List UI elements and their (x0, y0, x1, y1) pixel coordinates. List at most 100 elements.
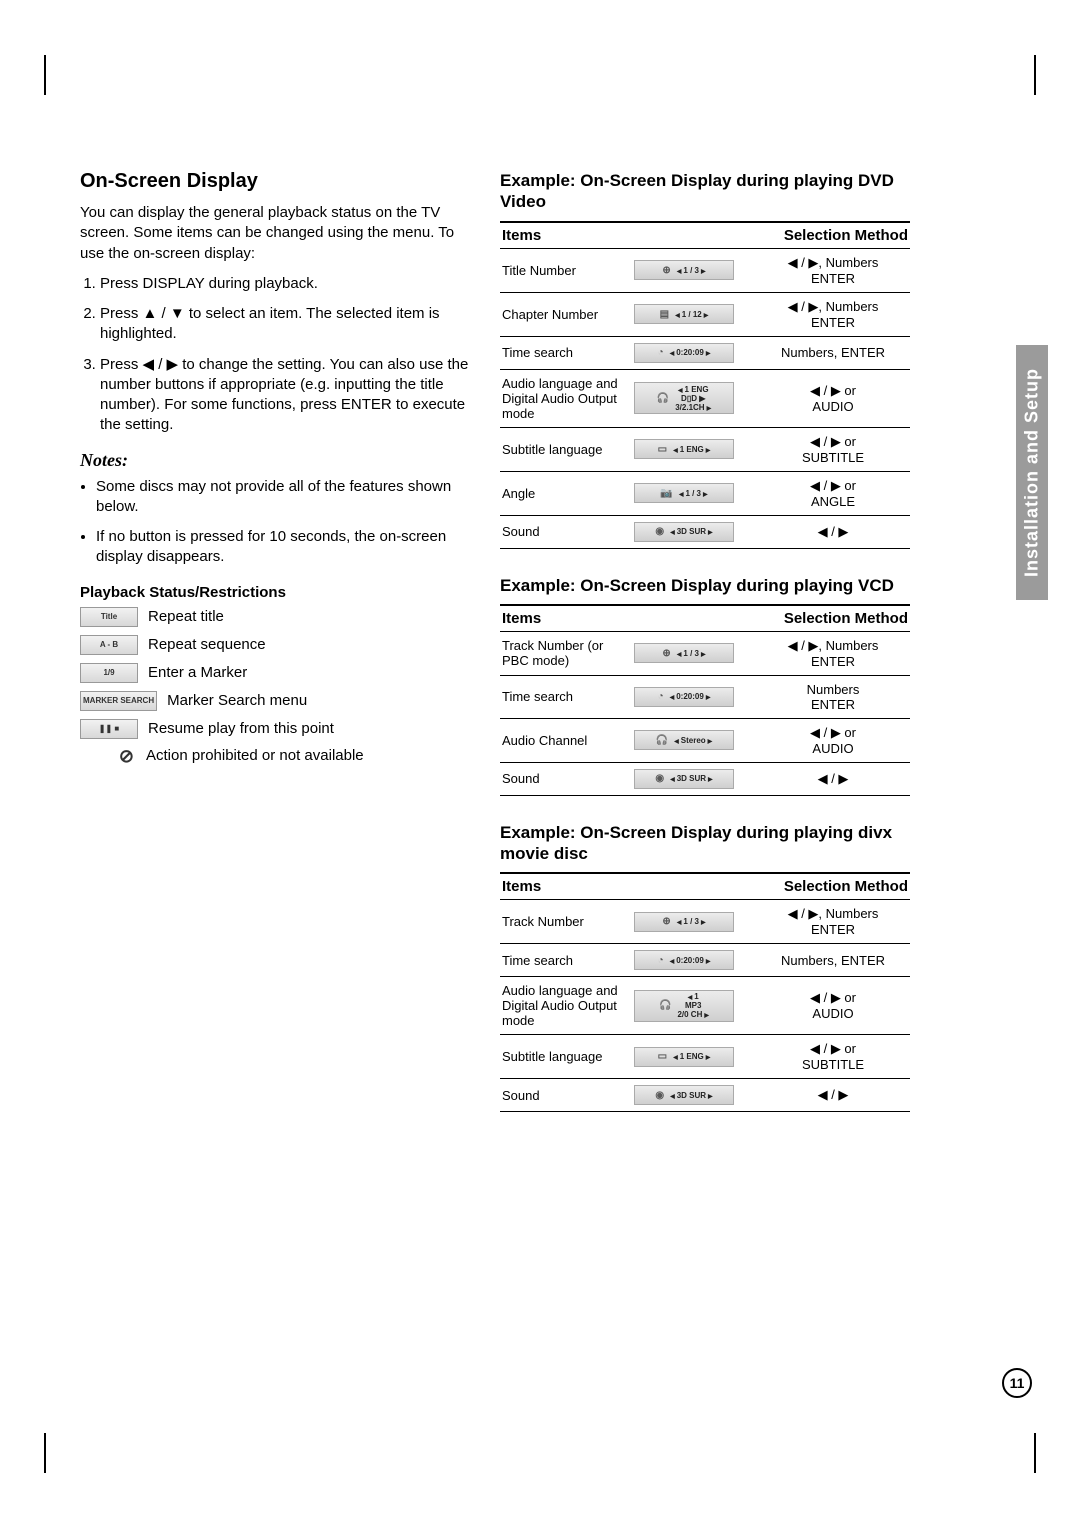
pb-badge: ⊘ (80, 747, 136, 765)
osd-indicator: ▭1 ENG (634, 1047, 734, 1067)
table-row: Subtitle language▭1 ENG◀ / ▶ or SUBTITLE (500, 427, 910, 471)
osd-mini-icon: ⊕ (662, 916, 670, 927)
step-1: Press DISPLAY during playback. (100, 274, 470, 294)
right-column: Example: On-Screen Display during playin… (500, 170, 910, 1138)
cell-display: ◉3D SUR (632, 762, 756, 795)
pb-row: TitleRepeat title (80, 607, 470, 627)
cell-display: 🎧Stereo (632, 718, 756, 762)
cell-selection: ◀ / ▶ or SUBTITLE (756, 427, 910, 471)
divx-heading: Example: On-Screen Display during playin… (500, 822, 910, 865)
cell-selection: Numbers ENTER (756, 675, 910, 718)
cell-display: ▭1 ENG (632, 1035, 756, 1079)
section-tab: Installation and Setup (1016, 345, 1048, 600)
page-number: 11 (1002, 1368, 1032, 1398)
cell-item: Subtitle language (500, 427, 632, 471)
pb-label: Repeat sequence (148, 636, 266, 653)
osd-mini-icon: ◔ (658, 691, 664, 702)
cell-item: Subtitle language (500, 1035, 632, 1079)
cell-selection: ◀ / ▶ or SUBTITLE (756, 1035, 910, 1079)
th-items: Items (500, 873, 632, 900)
cell-selection: ◀ / ▶, Numbers ENTER (756, 248, 910, 292)
th-sel: Selection Method (756, 222, 910, 249)
osd-mini-icon: ⊕ (662, 648, 670, 659)
osd-value: 1 / 12 (675, 310, 708, 319)
cell-display: ◉3D SUR (632, 1079, 756, 1112)
steps-list: Press DISPLAY during playback. Press ▲ /… (80, 274, 470, 436)
table-row: Audio language and Digital Audio Output … (500, 369, 910, 427)
cell-item: Sound (500, 515, 632, 548)
cell-item: Audio language and Digital Audio Output … (500, 369, 632, 427)
osd-indicator: ◔ 0:20:09 (634, 687, 734, 707)
osd-indicator: ◔0:20:09 (634, 343, 734, 363)
cell-item: Track Number (or PBC mode) (500, 631, 632, 675)
pb-label: Enter a Marker (148, 664, 247, 681)
cell-display: ◔0:20:09 (632, 336, 756, 369)
osd-value: 3D SUR (670, 527, 713, 536)
vcd-heading: Example: On-Screen Display during playin… (500, 575, 910, 596)
pb-badge: ❚❚ ■ (80, 719, 138, 739)
crop-mark (1034, 55, 1036, 95)
cell-display: ⊕ 1 / 3 (632, 900, 756, 944)
cell-selection: ◀ / ▶ or AUDIO (756, 369, 910, 427)
cell-item: Time search (500, 944, 632, 977)
cell-display: ▭1 ENG (632, 427, 756, 471)
table-row: Title Number⊕1 / 3◀ / ▶, Numbers ENTER (500, 248, 910, 292)
osd-value: 1 / 3 (677, 266, 706, 275)
cell-selection: ◀ / ▶ or AUDIO (756, 977, 910, 1035)
cell-display: 📷1 / 3 (632, 471, 756, 515)
cell-selection: Numbers, ENTER (756, 336, 910, 369)
th-disp (632, 605, 756, 632)
osd-mini-icon: ◉ (655, 526, 664, 537)
osd-indicator: 🎧Stereo (634, 730, 734, 750)
table-row: Sound◉3D SUR◀ / ▶ (500, 762, 910, 795)
pb-badge: Title (80, 607, 138, 627)
osd-mini-icon: ◉ (655, 1090, 664, 1101)
cell-selection: ◀ / ▶ (756, 515, 910, 548)
intro-text: You can display the general playback sta… (80, 203, 470, 264)
crop-mark (1034, 1433, 1036, 1473)
osd-indicator: ⊕1 / 3 (634, 260, 734, 280)
osd-mini-icon: 🎧 (656, 735, 668, 746)
osd-value: 0:20:09 (670, 692, 711, 701)
osd-value: 1 / 3 (679, 489, 708, 498)
osd-indicator: ◉3D SUR (634, 1085, 734, 1105)
osd-indicator: 📷1 / 3 (634, 483, 734, 503)
notes-heading: Notes: (80, 450, 470, 471)
crop-mark (44, 55, 46, 95)
cell-display: ◔0:20:09 (632, 944, 756, 977)
pb-rows: TitleRepeat titleA - BRepeat sequence1/9… (80, 607, 470, 765)
cell-display: ▤ 1 / 12 (632, 292, 756, 336)
th-disp (632, 222, 756, 249)
table-row: Subtitle language▭1 ENG ◀ / ▶ or SUBTITLE (500, 1035, 910, 1079)
osd-indicator: ◉ 3D SUR (634, 522, 734, 542)
osd-value: 3D SUR (670, 774, 713, 783)
osd-mini-icon: ◔ (658, 955, 664, 966)
th-items: Items (500, 222, 632, 249)
osd-mini-icon: ▤ (660, 309, 669, 320)
pb-row: 1/9Enter a Marker (80, 663, 470, 683)
osd-value: 1 / 3 (677, 649, 706, 658)
table-row: Sound◉3D SUR◀ / ▶ (500, 1079, 910, 1112)
cell-item: Audio Channel (500, 718, 632, 762)
osd-indicator: ⊕ 1 / 3 (634, 912, 734, 932)
table-row: Chapter Number▤1 / 12◀ / ▶, Numbers ENTE… (500, 292, 910, 336)
osd-value: 1 MP3 2/0 CH (677, 992, 709, 1019)
osd-value: 1 / 3 (677, 917, 706, 926)
cell-display: ◔ 0:20:09 (632, 675, 756, 718)
table-row: Track Number (or PBC mode)⊕1 / 3◀ / ▶, N… (500, 631, 910, 675)
cell-item: Time search (500, 675, 632, 718)
cell-selection: ◀ / ▶ or AUDIO (756, 718, 910, 762)
th-sel: Selection Method (756, 873, 910, 900)
cell-selection: ◀ / ▶ (756, 1079, 910, 1112)
cell-item: Track Number (500, 900, 632, 944)
cell-display: ◉ 3D SUR (632, 515, 756, 548)
cell-item: Time search (500, 336, 632, 369)
divx-table: Items Selection Method Track Number ⊕ 1 / … (500, 872, 910, 1112)
cell-item: Angle (500, 471, 632, 515)
osd-indicator: ▤ 1 / 12 (634, 304, 734, 324)
pb-row: ⊘Action prohibited or not available (80, 747, 470, 765)
pb-row: MARKER SEARCHMarker Search menu (80, 691, 470, 711)
pb-label: Resume play from this point (148, 720, 334, 737)
osd-indicator: ◉3D SUR (634, 769, 734, 789)
table-row: Track Number⊕1 / 3◀ / ▶, Numbers ENTER (500, 900, 910, 944)
